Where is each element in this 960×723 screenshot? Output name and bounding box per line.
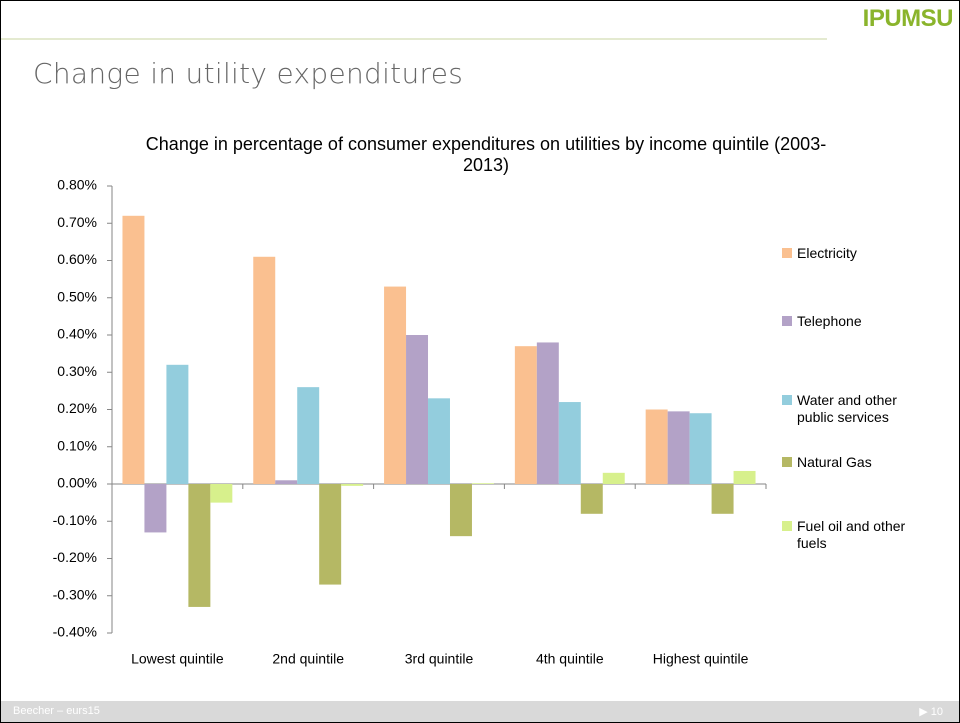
bar [667,411,690,484]
footer-bar [1,701,959,722]
x-tick-label: 2nd quintile [272,651,344,667]
y-tick-label: -0.20% [53,549,97,565]
bar [558,402,581,484]
y-tick-label: 0.30% [57,363,97,379]
bar [580,484,603,514]
y-tick-label: 0.50% [57,288,97,304]
play-icon: ▶ [919,706,928,718]
bar [341,484,364,486]
bar [406,335,429,484]
bar [253,256,276,484]
legend-swatch [782,521,792,531]
bar [645,409,668,484]
legend-swatch [782,395,792,405]
bar [514,346,537,484]
y-tick-label: -0.40% [53,624,97,640]
legend-label: Natural Gas [797,454,872,470]
legend-swatch [782,248,792,258]
chart-title: Change in percentage of consumer expendi… [145,134,827,175]
page-number: ▶ 10 [919,705,943,718]
bar [449,484,472,537]
bar [188,484,211,607]
bar [711,484,734,514]
x-tick-label: Lowest quintile [131,651,224,667]
y-tick-label: 0.70% [57,214,97,230]
page-number-text: 10 [930,706,943,718]
bar [384,286,407,484]
x-tick-label: 4th quintile [536,651,604,667]
bar [733,470,756,484]
legend-label: Water and other public services [797,392,897,425]
bar [144,484,167,533]
legend-label: Telephone [797,313,862,329]
bar [602,472,625,484]
bar [471,483,494,484]
legend-label: Electricity [797,245,857,261]
y-tick-label: 0.00% [57,475,97,491]
logo: IPUMSU [862,5,954,32]
y-tick-label: 0.80% [57,177,97,193]
bar [166,364,189,484]
legend-swatch [782,316,792,326]
y-tick-label: 0.60% [57,251,97,267]
bar [297,387,320,484]
slide-title: Change in utility expenditures [33,57,464,90]
bar [275,480,298,484]
bar [122,215,145,485]
bar [319,484,342,585]
footer-text: Beecher – eurs15 [13,705,100,717]
legend-label: Fuel oil and other fuels [797,518,906,551]
y-tick-label: -0.10% [53,512,97,528]
bar [536,342,559,484]
y-tick-label: 0.10% [57,437,97,453]
y-tick-label: -0.30% [53,586,97,602]
bar [689,413,712,484]
y-tick-label: 0.20% [57,400,97,416]
y-tick-label: 0.40% [57,326,97,342]
legend-swatch [782,457,792,467]
bar [210,484,233,503]
x-tick-label: 3rd quintile [405,651,474,667]
x-tick-label: Highest quintile [653,651,749,667]
bar [428,398,450,484]
